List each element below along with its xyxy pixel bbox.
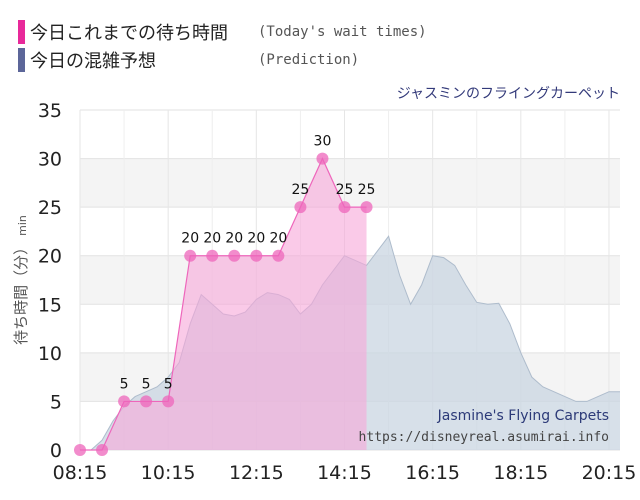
x-axis-ticks: 08:15 10:15 12:15 14:15 16:15 18:15 20:15 [53,462,637,484]
marker-1045 [184,249,197,262]
today-markers [74,152,373,456]
data-label-1115: 20 [203,231,221,247]
x-tick-1815: 18:15 [493,462,548,484]
marker-1345 [316,152,329,165]
legend-today-note: (Today's wait times) [258,24,427,40]
marker-1315 [294,201,307,214]
marker-0915 [118,395,131,408]
x-tick-1615: 16:15 [405,462,460,484]
y-tick-20: 20 [38,246,62,268]
legend-today-swatch [18,20,25,44]
marker-1445 [360,201,373,214]
y-tick-25: 25 [38,197,62,219]
legend-prediction-label: 今日の混雑予想 [30,51,156,72]
y-tick-30: 30 [38,149,62,171]
data-label-1215: 20 [247,231,265,247]
x-tick-0815: 08:15 [53,462,108,484]
band-25-30 [80,158,620,208]
data-label-1015: 5 [164,376,173,392]
watermark-name: Jasmine's Flying Carpets [437,408,609,424]
y-axis-ticks: 0 5 10 15 20 25 30 35 [38,100,62,462]
data-label-0915: 5 [120,376,129,392]
today-area [80,158,367,451]
y-tick-10: 10 [38,343,62,365]
marker-1245 [272,249,285,262]
marker-0815 [74,444,86,456]
y-tick-0: 0 [50,440,62,462]
y-tick-35: 35 [38,100,62,122]
data-label-1145: 20 [225,231,243,247]
data-label-0945: 5 [142,376,151,392]
band-30-35 [80,110,620,159]
marker-1145 [228,249,241,262]
data-label-1415: 25 [336,182,354,198]
marker-0845 [96,444,109,456]
y-tick-15: 15 [38,294,62,316]
data-label-1315: 25 [291,182,309,198]
data-label-1345: 30 [314,134,332,150]
x-tick-1015: 10:15 [141,462,196,484]
watermark-url: https://disneyreal.asumirai.info [359,430,609,445]
x-tick-2015: 20:15 [582,462,637,484]
marker-1015 [162,395,175,408]
y-tick-5: 5 [50,391,62,413]
legend-today: 今日これまでの待ち時間 (Today's wait times) [18,19,427,45]
legend-prediction: 今日の混雑予想 (Prediction) [18,47,359,73]
data-label-1245: 20 [269,231,287,247]
y-axis-label-group: 待ち時間（分）min [12,215,30,345]
legend-prediction-swatch [18,48,25,72]
x-tick-1215: 12:15 [229,462,284,484]
chart-title: ジャスミンのフライングカーペット [397,86,620,102]
marker-1215 [250,249,263,262]
x-tick-1415: 14:15 [317,462,372,484]
y-axis-label: 待ち時間（分）min [12,215,30,345]
legend-today-label: 今日これまでの待ち時間 [30,23,228,44]
marker-1415 [338,201,351,214]
data-label-1445: 25 [358,182,376,198]
legend-prediction-note: (Prediction) [258,52,360,68]
marker-1115 [206,249,219,262]
marker-0945 [140,395,153,408]
data-label-1045: 20 [181,231,199,247]
